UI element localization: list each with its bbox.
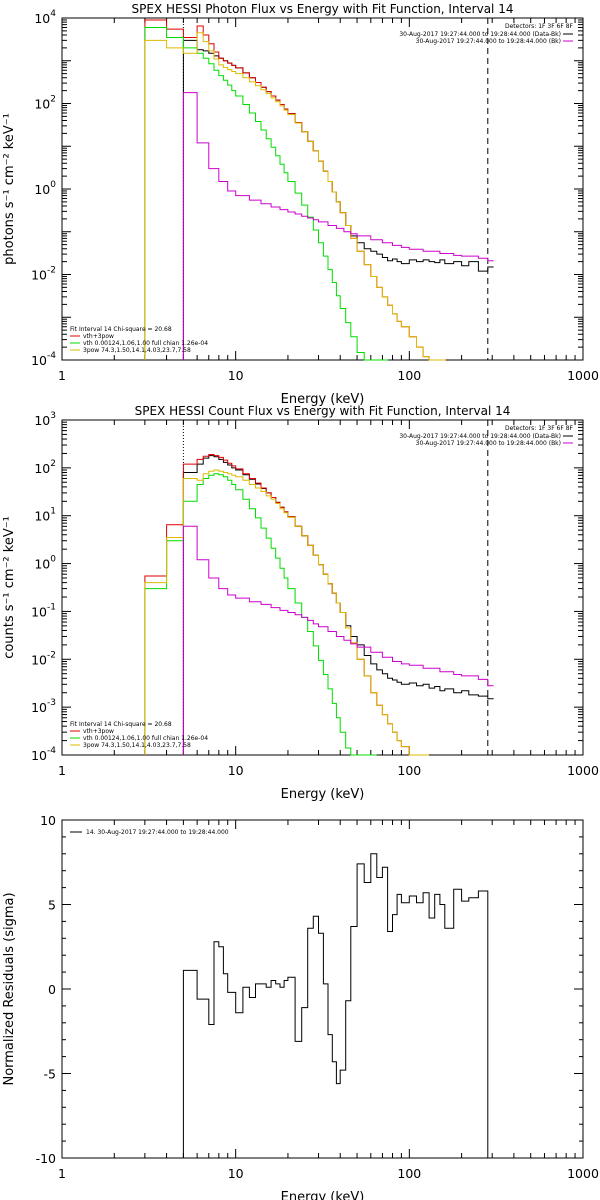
p2-x-tick-label: 10: [228, 763, 244, 778]
p3-x-tick-label: 1000: [567, 1166, 599, 1181]
p2-y-tick-label: 10-4: [31, 746, 56, 763]
p2-y-tick-label: 101: [34, 507, 56, 524]
p1-x-tick-label: 10: [228, 368, 244, 383]
p2-y-axis-label: counts s⁻¹ cm⁻² keV⁻¹: [2, 516, 17, 659]
p1-y-tick-label: 10-2: [31, 266, 56, 283]
p3-y-tick-label: -5: [44, 1067, 56, 1082]
p3-y-tick-label: 0: [48, 982, 56, 997]
p1-y-tick-label: 104: [34, 9, 56, 26]
p3-y-tick-label: 10: [40, 813, 56, 828]
p1-y-tick-label: 10-4: [31, 351, 56, 368]
p1-x-tick-label: 1000: [567, 368, 599, 383]
p1-y-tick-label: 102: [34, 95, 56, 112]
p2-time-legend-label: 30-Aug-2017 19:27:44.000 to 19:28:44.000…: [416, 440, 561, 447]
p1-series-data-bk: [182, 39, 494, 360]
p1-x-tick-label: 100: [397, 368, 421, 383]
p3-x-tick-label: 1: [58, 1166, 66, 1181]
p1-series-vth: [144, 27, 389, 361]
p2-series-data-bk: [182, 455, 494, 755]
p3-series-14-30-aug-2017-19-27-44-000-to-19-28-44-000: [182, 853, 489, 1158]
p2-x-tick-label: 1: [58, 763, 66, 778]
p1-fit-legend-label: vth 0.00124,1.06,1.00 full chian 1.26e-0…: [83, 340, 208, 347]
p2-y-tick-label: 10-1: [31, 602, 56, 619]
p2-fit-legend-label: vth+3pow: [83, 728, 114, 735]
p3-y-tick-label: -10: [36, 1151, 56, 1166]
p2-series-bk: [182, 525, 494, 755]
p2-detectors-label: Detectors: 1F 3F 6F 8F: [505, 425, 574, 432]
p1-y-tick-label: 100: [34, 180, 56, 197]
p3-x-axis-label: Energy (keV): [281, 1190, 365, 1200]
p1-frame: [61, 17, 584, 361]
p2-y-tick-label: 103: [34, 411, 56, 428]
p1-series-bk: [182, 92, 494, 360]
p1-y-axis-label: photons s⁻¹ cm⁻² keV⁻¹: [2, 113, 17, 265]
p1-x-axis-label: Energy (keV): [281, 392, 365, 407]
p1-series-3pow: [144, 32, 446, 361]
p1-time-legend-label: 30-Aug-2017 19:27:44.000 to 19:28:44.000…: [416, 38, 561, 45]
p3-legend-label: 14. 30-Aug-2017 19:27:44.000 to 19:28:44…: [86, 829, 229, 836]
p2-fit-legend-label: vth 0.00124,1.06,1.00 full chian 1.26e-0…: [83, 735, 208, 742]
p3-y-axis-label: Normalized Residuals (sigma): [2, 892, 17, 1085]
p2-series-vth: [144, 473, 377, 756]
p2-x-tick-label: 1000: [567, 763, 599, 778]
p2-y-tick-label: 100: [34, 555, 56, 572]
p3-y-tick-label: 5: [48, 898, 56, 913]
p1-fit-header: Fit Interval 14 Chi-square = 20.68: [70, 326, 172, 333]
p3-x-tick-label: 10: [228, 1166, 244, 1181]
p2-fit-header: Fit Interval 14 Chi-square = 20.68: [70, 721, 172, 728]
p3-frame: [61, 819, 584, 1159]
p2-x-axis-label: Energy (keV): [281, 787, 365, 802]
p2-fit-legend-label: 3pow 74.3,1.50,14.1,4.03,23.7,7.58: [83, 742, 191, 749]
p2-title: SPEX HESSI Count Flux vs Energy with Fit…: [135, 404, 511, 418]
p2-y-tick-label: 102: [34, 459, 56, 476]
p2-time-legend-label: 30-Aug-2017 19:27:44.000 to 19:28:44.000…: [399, 433, 561, 440]
p1-fit-legend-label: 3pow 74.3,1.50,14.1,4.03,23.7,7.58: [83, 347, 191, 354]
p2-series-3pow: [144, 469, 429, 756]
p2-x-tick-label: 100: [397, 763, 421, 778]
p1-x-tick-label: 1: [58, 368, 66, 383]
p2-y-tick-label: 10-2: [31, 650, 56, 667]
p1-time-legend-label: 30-Aug-2017 19:27:44.000 to 19:28:44.000…: [399, 31, 561, 38]
p2-y-tick-label: 10-3: [31, 698, 56, 715]
p1-title: SPEX HESSI Photon Flux vs Energy with Fi…: [132, 2, 514, 16]
p3-x-tick-label: 100: [397, 1166, 421, 1181]
p1-fit-legend-label: vth+3pow: [83, 333, 114, 340]
p2-series-vth-3pow: [144, 454, 429, 756]
p2-frame: [61, 419, 584, 756]
p1-detectors-label: Detectors: 1F 3F 6F 8F: [505, 23, 574, 30]
